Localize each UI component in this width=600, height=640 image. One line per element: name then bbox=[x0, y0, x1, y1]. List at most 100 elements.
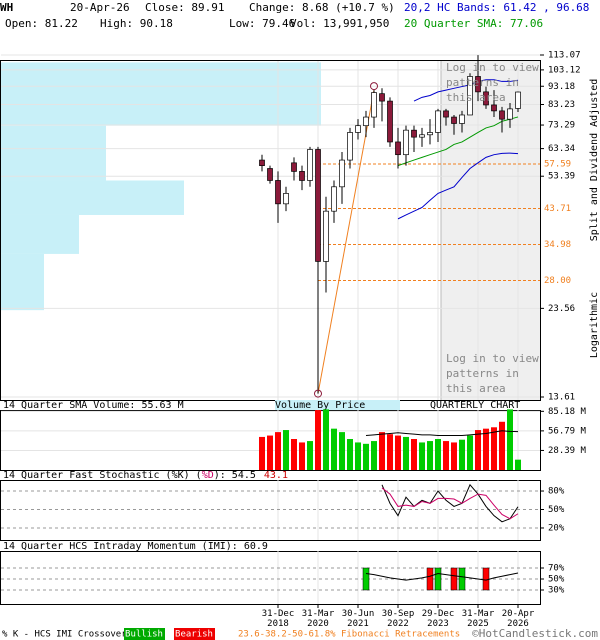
volume-bar bbox=[315, 410, 321, 470]
volume-bar bbox=[307, 441, 313, 470]
volume-bar bbox=[323, 409, 329, 470]
candle-body bbox=[411, 129, 417, 138]
y-tick-label: 20% bbox=[548, 523, 565, 533]
y-tick-label: 63.34 bbox=[548, 144, 575, 154]
volume-bar bbox=[339, 432, 345, 470]
title-part: 43.1 bbox=[264, 470, 288, 481]
candle-body bbox=[379, 93, 385, 102]
y-tick-label: 113.07 bbox=[548, 51, 581, 61]
footer-bearish: Bearish bbox=[175, 630, 213, 640]
x-tick-label: 31-Mar 2020 bbox=[301, 609, 335, 629]
candle-body bbox=[491, 104, 497, 112]
crossover-bullish bbox=[362, 567, 370, 591]
pattern-notice: Log in to view patterns in this area bbox=[446, 61, 539, 104]
y-tick-label: 50% bbox=[548, 575, 565, 585]
line bbox=[381, 483, 519, 523]
change: Change: 8.68 (+10.7 %) bbox=[249, 1, 395, 14]
volume-by-price-bar bbox=[1, 253, 44, 311]
volume-by-price-bar bbox=[1, 180, 184, 215]
candle-body bbox=[403, 129, 409, 156]
y-tick-label: 83.23 bbox=[548, 100, 575, 110]
candle-body bbox=[339, 159, 345, 188]
title-part: ) ( bbox=[184, 470, 202, 481]
volume-bar bbox=[515, 459, 521, 470]
volume-bar bbox=[331, 428, 337, 470]
bullish-box bbox=[124, 628, 165, 640]
candle-body bbox=[331, 186, 337, 212]
fib-label: 28.00 bbox=[544, 276, 571, 286]
volume-bar bbox=[427, 441, 433, 470]
volume-bar bbox=[347, 439, 353, 470]
volume-bar bbox=[395, 435, 401, 470]
volume-bar bbox=[483, 428, 489, 470]
y-tick-label: 56.79 M bbox=[548, 426, 587, 436]
x-tick-label: 30-Sep 2022 bbox=[381, 609, 415, 629]
footer-bullish: Bullish bbox=[125, 630, 163, 640]
volume-bar bbox=[467, 435, 473, 470]
candle-body bbox=[475, 76, 481, 93]
y-tick-label: 53.39 bbox=[548, 172, 575, 182]
x-tick-label: 20-Apr 2026 bbox=[501, 609, 535, 629]
candle-body bbox=[307, 149, 313, 181]
candle-body bbox=[427, 132, 433, 136]
date: 20-Apr-26 bbox=[70, 1, 130, 14]
y-tick-label: 85.18 M bbox=[548, 407, 587, 417]
crossover-bullish bbox=[458, 567, 466, 591]
crossover-bearish bbox=[482, 567, 490, 591]
volume-bar bbox=[355, 442, 361, 470]
scale-label: Logarithmic bbox=[589, 292, 600, 358]
candle-body bbox=[299, 171, 305, 181]
fib-label: 57.59 bbox=[544, 159, 571, 169]
stochastic-title: 14 Quarter Fast Stochastic (%K) (%D): 54… bbox=[3, 470, 288, 481]
candle-body bbox=[275, 180, 281, 205]
title-part: %K bbox=[172, 470, 184, 481]
swing-high bbox=[370, 82, 378, 91]
crossover-bearish bbox=[426, 567, 434, 591]
line bbox=[397, 152, 519, 220]
volume-bar bbox=[291, 439, 297, 470]
y-tick-label: 23.56 bbox=[548, 304, 575, 314]
candle-body bbox=[387, 100, 393, 143]
bearish-box bbox=[174, 628, 215, 640]
crossover-bearish bbox=[450, 567, 458, 591]
footer-credit: ©HotCandlestick.com bbox=[472, 627, 598, 640]
y-tick-label: 80% bbox=[548, 487, 565, 497]
y-tick-label: 93.18 bbox=[548, 82, 575, 92]
line bbox=[381, 487, 519, 520]
volume-bar bbox=[491, 427, 497, 470]
volume-bar bbox=[275, 432, 281, 470]
line bbox=[413, 79, 519, 102]
low: Low: 79.46 bbox=[229, 17, 295, 30]
line bbox=[365, 430, 519, 437]
crossover-bullish bbox=[434, 567, 442, 591]
candle-body bbox=[363, 116, 369, 127]
candle-body bbox=[291, 162, 297, 172]
candle-body bbox=[283, 193, 289, 205]
y-tick-label: 28.39 M bbox=[548, 446, 587, 456]
imi-title: 14 Quarter HCS Intraday Momentum (IMI): … bbox=[3, 541, 268, 552]
candle-body bbox=[347, 132, 353, 161]
candle-body bbox=[467, 76, 473, 116]
x-tick-label: 31-Dec 2018 bbox=[261, 609, 295, 629]
line bbox=[365, 572, 519, 581]
candle-body bbox=[499, 110, 505, 120]
candle-body bbox=[435, 110, 441, 133]
volume-by-price-bar bbox=[1, 125, 106, 181]
candle-body bbox=[259, 159, 265, 166]
title-part: ): bbox=[214, 470, 232, 481]
volume-bar bbox=[411, 439, 417, 470]
line bbox=[397, 116, 519, 167]
title-part: 54.5 bbox=[232, 470, 256, 481]
volume-bar bbox=[299, 442, 305, 470]
footer-crossover: % K - HCS IMI Crossover, bbox=[2, 630, 132, 640]
high: High: 90.18 bbox=[100, 17, 173, 30]
volume-bar bbox=[379, 432, 385, 470]
volume-bar bbox=[283, 430, 289, 470]
volume-bar bbox=[387, 434, 393, 470]
candle-body bbox=[451, 116, 457, 124]
symbol: WH bbox=[0, 1, 13, 14]
candle-body bbox=[419, 134, 425, 138]
candle-body bbox=[355, 125, 361, 133]
y-tick-label: 50% bbox=[548, 505, 565, 515]
